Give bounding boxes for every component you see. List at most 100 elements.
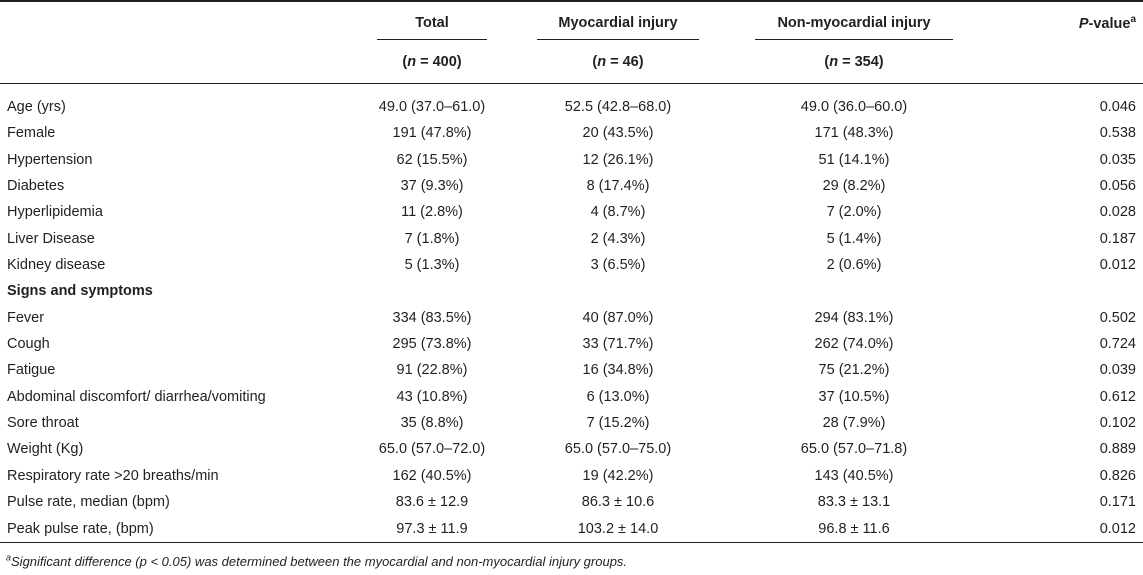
cell-myocardial: 4 (8.7%) xyxy=(590,204,646,221)
header-total: Total xyxy=(364,2,500,40)
cell-pvalue: 0.056 xyxy=(1099,178,1136,195)
section-title: Signs and symptoms xyxy=(7,283,153,300)
cell-non-myocardial: 49.0 (36.0–60.0) xyxy=(800,99,908,115)
cell-non-myocardial: 83.3 ± 13.1 xyxy=(817,494,891,511)
footnote-marker: a xyxy=(6,552,12,563)
cell-pvalue: 0.035 xyxy=(1099,151,1136,168)
cell-pvalue: 0.502 xyxy=(1099,309,1136,326)
row-label: Abdominal discomfort/ diarrhea/vomiting xyxy=(7,388,266,405)
cell-total: 62 (15.5%) xyxy=(396,151,468,168)
cell-total: 5 (1.3%) xyxy=(404,257,460,274)
row-label: Age (yrs) xyxy=(7,99,66,115)
cell-non-myocardial: 65.0 (57.0–71.8) xyxy=(800,441,908,458)
header-myocardial: Myocardial injury xyxy=(500,2,736,40)
cell-total: 65.0 (57.0–72.0) xyxy=(378,441,486,458)
row-label: Female xyxy=(7,125,56,142)
cell-non-myocardial: 28 (7.9%) xyxy=(822,415,886,432)
cell-myocardial: 103.2 ± 14.0 xyxy=(500,515,736,543)
row-label: Fever xyxy=(7,309,45,326)
cell-myocardial: 86.3 ± 10.6 xyxy=(581,494,655,511)
row-label: Hypertension xyxy=(7,151,93,168)
header-myocardial-n: (n = 46) xyxy=(500,40,736,84)
cell-pvalue: 0.039 xyxy=(1099,362,1136,379)
table-row: Peak pulse rate, (bpm) 97.3 ± 11.9 103.2… xyxy=(0,515,1143,543)
cell-total: 35 (8.8%) xyxy=(400,415,464,432)
cell-pvalue: 0.171 xyxy=(1099,494,1136,511)
row-label: Sore throat xyxy=(7,415,79,432)
cell-non-myocardial: 51 (14.1%) xyxy=(818,151,890,168)
row-label: Peak pulse rate, (bpm) xyxy=(0,515,364,543)
table-row: Age (yrs) 49.0 (37.0–61.0) 52.5 (42.8–68… xyxy=(0,94,1143,120)
cell-myocardial: 6 (13.0%) xyxy=(586,388,650,405)
table-row: Weight (Kg) 65.0 (57.0–72.0) 65.0 (57.0–… xyxy=(0,436,1143,462)
cell-myocardial: 16 (34.8%) xyxy=(582,362,654,379)
table-footnote: aSignificant difference (p < 0.05) was d… xyxy=(6,552,628,569)
cell-pvalue: 0.046 xyxy=(1099,99,1136,115)
section-row: Signs and symptoms xyxy=(0,278,1143,304)
cell-total: 91 (22.8%) xyxy=(396,362,468,379)
table-row: Sore throat 35 (8.8%) 7 (15.2%) 28 (7.9%… xyxy=(0,410,1143,436)
row-label: Liver Disease xyxy=(7,230,95,247)
table-row: Kidney disease 5 (1.3%) 3 (6.5%) 2 (0.6%… xyxy=(0,252,1143,278)
header-total-title: Total xyxy=(377,15,487,40)
header-non-myocardial-title: Non-myocardial injury xyxy=(755,15,953,40)
cell-non-myocardial: 37 (10.5%) xyxy=(818,388,890,405)
cell-total: 191 (47.8%) xyxy=(392,125,472,142)
cell-pvalue: 0.826 xyxy=(1099,467,1136,484)
table-row: Abdominal discomfort/ diarrhea/vomiting … xyxy=(0,384,1143,410)
header-n-blank xyxy=(0,40,364,84)
cell-pvalue: 0.538 xyxy=(1099,125,1136,142)
table-row: Hypertension 62 (15.5%) 12 (26.1%) 51 (1… xyxy=(0,147,1143,173)
header-total-n: (n = 400) xyxy=(364,40,500,84)
row-label: Diabetes xyxy=(7,178,65,195)
cell-myocardial: 40 (87.0%) xyxy=(582,309,654,326)
table-row: Hyperlipidemia 11 (2.8%) 4 (8.7%) 7 (2.0… xyxy=(0,199,1143,225)
header-pvalue-title: P-valuea xyxy=(1078,14,1136,32)
cell-total: 37 (9.3%) xyxy=(400,178,464,195)
cell-myocardial: 33 (71.7%) xyxy=(582,336,654,353)
cell-total: 334 (83.5%) xyxy=(392,309,472,326)
row-label: Fatigue xyxy=(7,362,56,379)
cell-total: 7 (1.8%) xyxy=(404,230,460,247)
row-label: Hyperlipidemia xyxy=(7,204,103,221)
header-non-myocardial-n: (n = 354) xyxy=(736,40,972,84)
cell-myocardial: 8 (17.4%) xyxy=(586,178,650,195)
footnote-text: Significant difference (p < 0.05) was de… xyxy=(11,554,628,569)
cell-total: 43 (10.8%) xyxy=(396,388,468,405)
header-pvalue-n-blank xyxy=(972,40,1143,84)
cell-pvalue: 0.187 xyxy=(1099,230,1136,247)
table-row: Female 191 (47.8%) 20 (43.5%) 171 (48.3%… xyxy=(0,120,1143,146)
cell-total: 295 (73.8%) xyxy=(392,336,472,353)
cell-pvalue: 0.012 xyxy=(1099,257,1136,274)
cell-total: 97.3 ± 11.9 xyxy=(364,515,500,543)
row-label: Pulse rate, median (bpm) xyxy=(7,494,170,511)
cell-myocardial: 2 (4.3%) xyxy=(590,230,646,247)
cell-non-myocardial: 2 (0.6%) xyxy=(826,257,882,274)
table-row: Pulse rate, median (bpm) 83.6 ± 12.9 86.… xyxy=(0,489,1143,515)
cell-myocardial: 7 (15.2%) xyxy=(586,415,650,432)
table-row: Fatigue 91 (22.8%) 16 (34.8%) 75 (21.2%)… xyxy=(0,357,1143,383)
cell-pvalue: 0.724 xyxy=(1099,336,1136,353)
cell-non-myocardial: 5 (1.4%) xyxy=(826,230,882,247)
cell-non-myocardial: 294 (83.1%) xyxy=(814,309,894,326)
cell-non-myocardial: 143 (40.5%) xyxy=(814,467,894,484)
top-rule xyxy=(0,0,1143,2)
cell-pvalue: 0.012 xyxy=(972,515,1143,543)
cell-pvalue: 0.889 xyxy=(1099,441,1136,458)
row-label: Weight (Kg) xyxy=(7,441,84,458)
cell-non-myocardial: 7 (2.0%) xyxy=(826,204,882,221)
table-row: Diabetes 37 (9.3%) 8 (17.4%) 29 (8.2%) 0… xyxy=(0,173,1143,199)
cell-pvalue: 0.612 xyxy=(1099,388,1136,405)
cell-pvalue: 0.028 xyxy=(1099,204,1136,221)
row-label: Respiratory rate >20 breaths/min xyxy=(7,467,219,484)
cell-myocardial: 65.0 (57.0–75.0) xyxy=(564,441,672,458)
cell-non-myocardial: 262 (74.0%) xyxy=(814,336,894,353)
cell-non-myocardial: 75 (21.2%) xyxy=(818,362,890,379)
row-label: Kidney disease xyxy=(7,257,106,274)
cell-total: 83.6 ± 12.9 xyxy=(395,494,469,511)
cell-total: 11 (2.8%) xyxy=(401,204,463,221)
cell-myocardial: 12 (26.1%) xyxy=(582,151,654,168)
cell-myocardial: 3 (6.5%) xyxy=(590,257,646,274)
cell-total: 162 (40.5%) xyxy=(392,467,472,484)
